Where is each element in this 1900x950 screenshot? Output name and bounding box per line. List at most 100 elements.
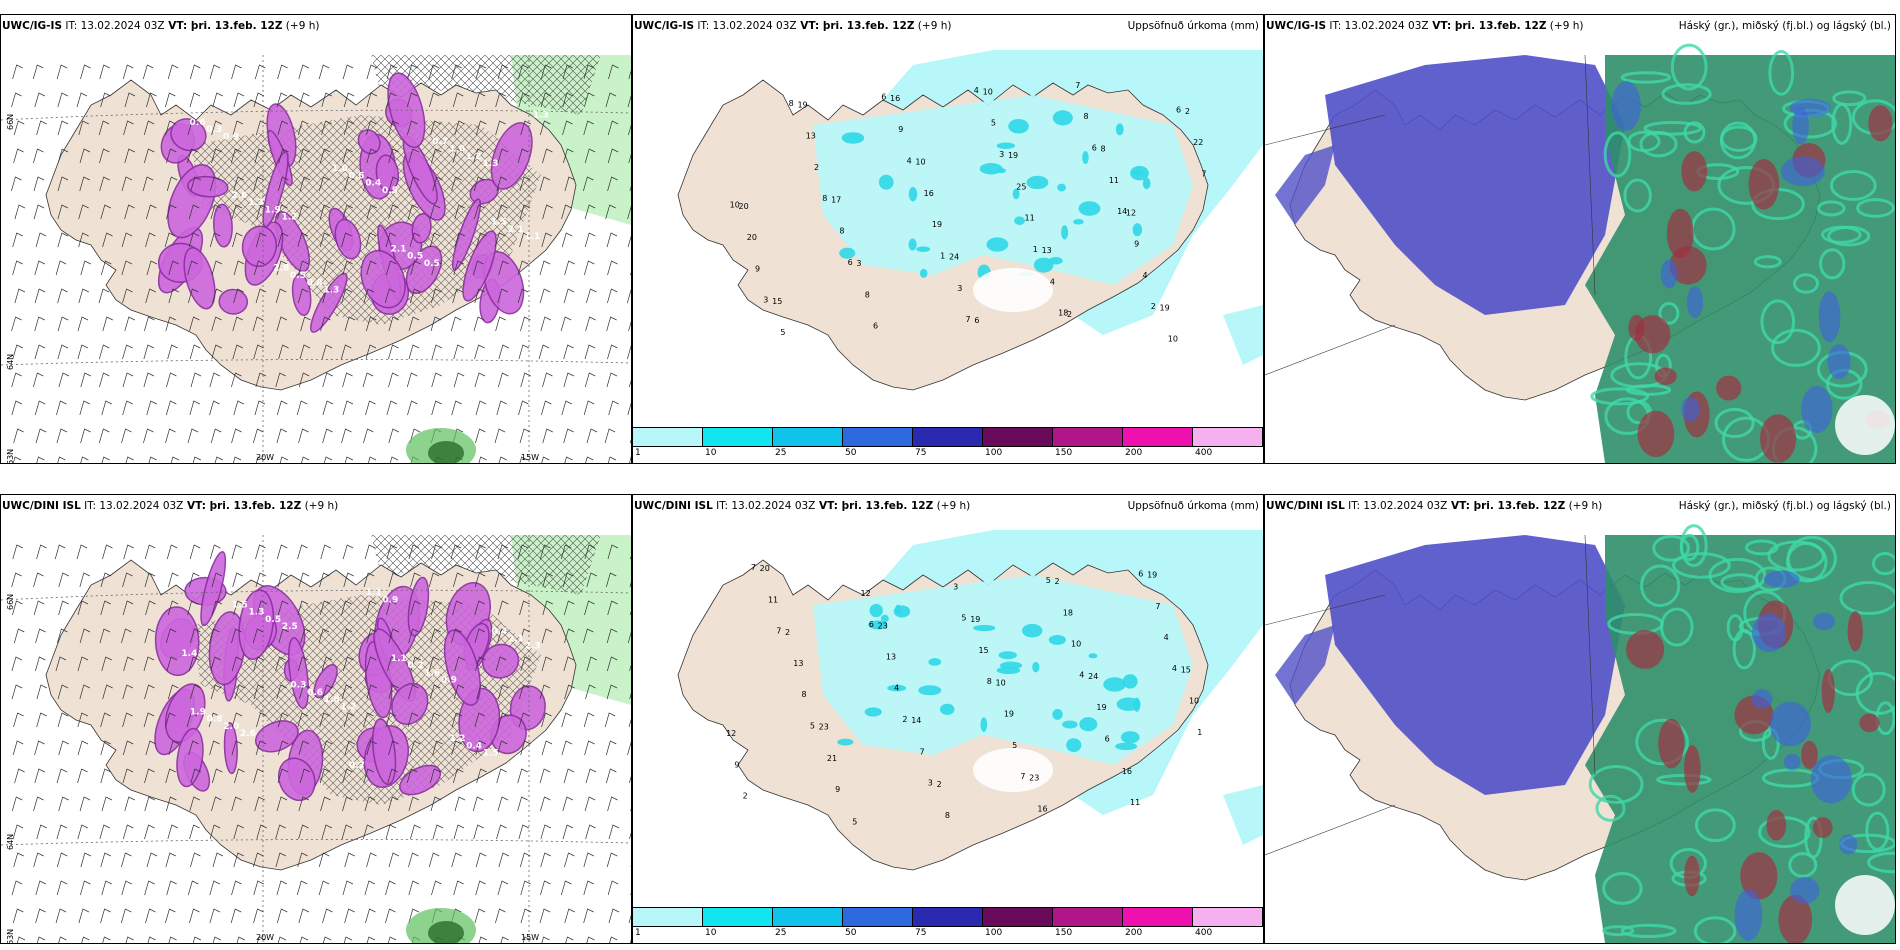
it-label: IT: <box>1344 500 1364 512</box>
colorbar-segment: 10 <box>703 427 773 463</box>
colorbar-tick-label: 100 <box>985 448 1003 458</box>
snow-value-label: 0.5 <box>349 171 365 181</box>
precip-value-label: 13 <box>1042 246 1052 255</box>
lon-label: 15W <box>521 453 539 462</box>
snow-value-label: 0.9 <box>441 676 457 686</box>
vt-label: VT: <box>1447 500 1474 512</box>
colorbar-tick-label: 200 <box>1125 448 1143 458</box>
precip-value-label: 2 <box>1067 310 1072 319</box>
panel-field-label: Uppsöfnuð úrkoma (mm) <box>1127 20 1259 32</box>
precip-value-label: 10 <box>730 201 740 210</box>
precip-value-label: 9 <box>755 264 760 273</box>
snow-value-label: 1.1 <box>366 588 382 598</box>
precip-value-label: 12 <box>1126 208 1136 217</box>
it-label: IT: <box>712 500 732 512</box>
panel-title: UWC/DINI ISL IT: 13.02.2024 03Z VT: þri.… <box>1266 500 1602 512</box>
vt-value: þri. 13.feb. 12Z <box>1473 500 1566 512</box>
snow-value-label: 1.1 <box>524 232 540 242</box>
precip-value-label: 11 <box>1025 214 1035 223</box>
colorbar-tick-label: 10 <box>705 448 717 458</box>
precip-value-label: 19 <box>1160 303 1170 312</box>
precip-value-label: 8 <box>1083 112 1088 121</box>
precip-map: 6210123219192024191681713151022169871325… <box>677 50 1263 391</box>
snow-value-label: 0.5 <box>265 615 281 625</box>
precip-value-label: 5 <box>1046 576 1051 585</box>
precip-value-label: 1 <box>940 251 945 260</box>
colorbar-segment: 400 <box>1193 427 1263 463</box>
vt-value: þri. 13.feb. 12Z <box>190 20 283 32</box>
snow-value-label: 0.4 <box>365 179 381 189</box>
panel-field-label: Háský (gr.), miðský (fj.bl.) og lágský (… <box>1678 20 1891 32</box>
snow-value-label: 1.2 <box>466 152 482 162</box>
panel-field-label: Háský (gr.), miðský (fj.bl.) og lágský (… <box>1678 500 1891 512</box>
colorbar-segment: 150 <box>1053 907 1123 943</box>
colorbar-segment: 25 <box>773 427 843 463</box>
precip-value-label: 11 <box>1130 798 1140 807</box>
colorbar-segment: 100 <box>983 907 1053 943</box>
colorbar-segment: 200 <box>1123 907 1193 943</box>
precip-value-label: 10 <box>1168 334 1178 343</box>
precip-value-label: 23 <box>819 723 829 732</box>
colorbar-segment: 100 <box>983 427 1053 463</box>
snow-value-label: 2.6 <box>240 729 256 739</box>
snow-value-label: 2.1 <box>508 225 524 235</box>
snow-value-label: 2.6 <box>231 191 247 201</box>
precip-value-label: 15 <box>978 646 988 655</box>
colorbar-segment: 50 <box>843 427 913 463</box>
colorbar-tick-label: 50 <box>845 448 857 458</box>
precip-value-label: 6 <box>1092 143 1097 152</box>
precip-value-label: 19 <box>1008 151 1018 160</box>
cloud-map <box>1265 524 1895 943</box>
precip-value-label: 7 <box>1155 602 1160 611</box>
precip-value-label: 6 <box>881 93 886 102</box>
vt-label: VT: <box>164 20 191 32</box>
snow-value-label: 1.2 <box>281 213 297 223</box>
lat-label: 63N <box>6 449 15 463</box>
precip-value-label: 3 <box>957 284 962 293</box>
precip-value-label: 19 <box>1004 710 1014 719</box>
it-value: 13.02.2024 03Z <box>80 20 165 32</box>
precip-value-label: 2 <box>902 715 907 724</box>
precip-value-label: 20 <box>747 233 757 242</box>
snow-value-label: 0.6 <box>190 118 206 128</box>
colorbar-segment: 75 <box>913 907 983 943</box>
vt-label: VT: <box>1428 20 1455 32</box>
snow-value-label: 0.4 <box>466 741 482 751</box>
model-name: UWC/DINI ISL <box>1266 500 1345 512</box>
snow-value-label: 0.6 <box>307 688 323 698</box>
precip-value-label: 10 <box>996 678 1006 687</box>
precip-value-label: 8 <box>945 811 950 820</box>
snow-value-label: 1.0 <box>449 145 465 155</box>
snow-value-label: 0.4 <box>491 627 507 637</box>
precip-value-label: 6 <box>1176 106 1181 115</box>
precip-value-label: 4 <box>907 156 912 165</box>
colorbar-tick-label: 200 <box>1125 928 1143 938</box>
vt-label: VT: <box>815 500 842 512</box>
precip-value-label: 19 <box>932 220 942 229</box>
precip-value-label: 4 <box>974 86 979 95</box>
lead-time: (+9 h) <box>1546 20 1584 32</box>
colorbar-segment: 75 <box>913 427 983 463</box>
lead-time: (+9 h) <box>1565 500 1603 512</box>
colorbar-tick-label: 150 <box>1055 448 1073 458</box>
panel-title: UWC/DINI ISL IT: 13.02.2024 03Z VT: þri.… <box>2 500 338 512</box>
precip-value-label: 14 <box>911 716 921 725</box>
vt-value: þri. 13.feb. 12Z <box>1454 20 1547 32</box>
snow-value-label: 1.3 <box>248 608 264 618</box>
precip-value-label: 16 <box>1037 805 1047 814</box>
snow-map: 2.61.20.91.42.50.91.52.01.81.62.30.51.10… <box>1 535 631 943</box>
vt-value: þri. 13.feb. 12Z <box>209 500 302 512</box>
colorbar-segment: 25 <box>773 907 843 943</box>
precip-value-label: 7 <box>919 747 924 756</box>
precip-value-label: 20 <box>760 564 770 573</box>
snow-value-label: 1.6 <box>424 668 440 678</box>
precip-value-label: 6 <box>974 316 979 325</box>
snow-value-label: 1.2 <box>340 702 356 712</box>
cloud-panel-dini-isl: UWC/DINI ISL IT: 13.02.2024 03Z VT: þri.… <box>1264 494 1896 944</box>
panel-field-label: Uppsöfnuð úrkoma (mm) <box>1127 500 1259 512</box>
precip-value-label: 5 <box>991 119 996 128</box>
precip-value-label: 15 <box>1181 665 1191 674</box>
lat-label: 66N <box>6 114 15 130</box>
precip-value-label: 6 <box>848 258 853 267</box>
lat-label: 63N <box>6 929 15 943</box>
